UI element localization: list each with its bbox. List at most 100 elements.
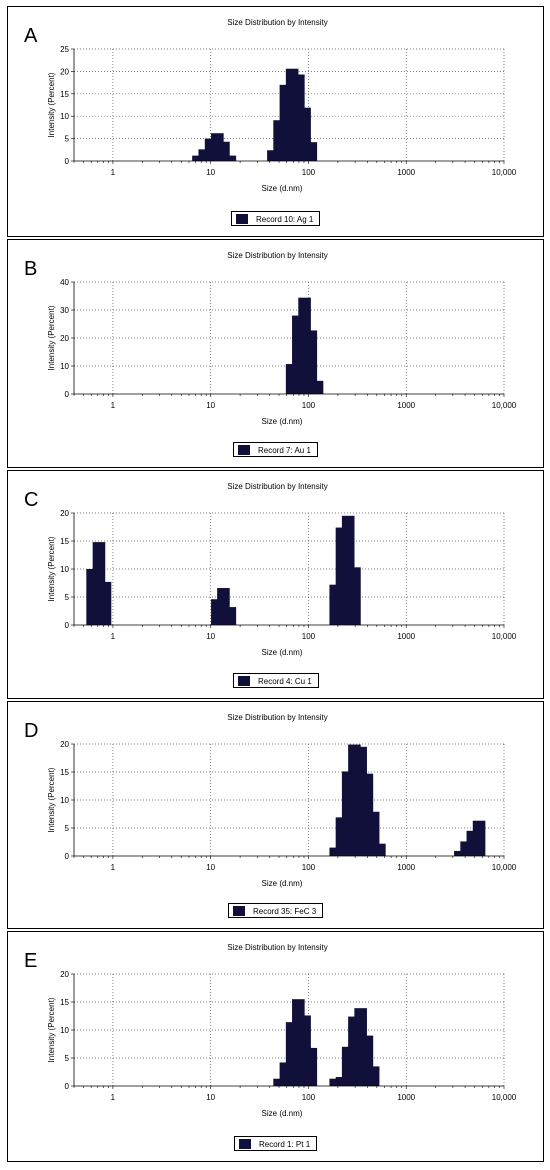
chart-title: Size Distribution by Intensity: [227, 713, 328, 722]
bar: [348, 567, 361, 625]
x-tick-label: 100: [302, 863, 316, 872]
x-tick-label: 1: [111, 632, 116, 641]
legend-swatch: [238, 444, 250, 455]
panel-label: E: [24, 950, 38, 972]
legend-swatch: [233, 905, 245, 916]
panel-label: D: [24, 720, 39, 742]
bar: [223, 607, 237, 625]
x-tick-label: 1000: [397, 863, 415, 872]
x-tick-label: 10,000: [492, 863, 517, 872]
chart-title: Size Distribution by Intensity: [227, 482, 328, 491]
chart-title: Size Distribution by Intensity: [227, 943, 328, 952]
y-tick-label: 20: [60, 970, 69, 979]
y-tick-label: 15: [60, 90, 69, 99]
legend: Record 35: FeC 3: [228, 903, 324, 918]
chart-panel-d: D Size Distribution by Intensity 0 5 10 15 20 1…: [7, 701, 544, 929]
y-tick-label: 0: [65, 390, 70, 399]
chart-panel-c: C Size Distribution by Intensity 0 5 10 15 20 1…: [7, 470, 544, 699]
x-tick-label: 10: [206, 168, 215, 177]
y-tick-label: 10: [60, 565, 69, 574]
chart-panel-b: B Size Distribution by Intensity 0 10 20 30 40…: [7, 239, 544, 468]
legend-label: Record 35: FeC 3: [253, 907, 317, 916]
y-tick-label: 20: [60, 509, 69, 518]
x-tick-label: 1000: [397, 632, 415, 641]
x-tick-label: 1000: [397, 168, 415, 177]
chart-svg: Size Distribution by Intensity 0 10 20 30 40 1…: [47, 251, 517, 426]
y-tick-label: 20: [60, 740, 69, 749]
y-tick-label: 0: [65, 157, 70, 166]
bar: [304, 1047, 318, 1086]
bar: [366, 1066, 380, 1086]
legend-label: Record 10: Ag 1: [256, 215, 314, 224]
bar: [472, 820, 486, 856]
x-tick-label: 10: [206, 863, 215, 872]
bar: [304, 330, 318, 394]
bar: [98, 581, 112, 625]
x-tick-label: 1000: [397, 1093, 415, 1102]
chart-svg: Size Distribution by Intensity 0 5 10 15 20 1 1…: [47, 713, 517, 888]
legend-label: Record 7: Au 1: [258, 446, 311, 455]
x-tick-label: 10: [206, 632, 215, 641]
y-tick-label: 10: [60, 1026, 69, 1035]
chart-title: Size Distribution by Intensity: [227, 251, 328, 260]
legend-swatch: [238, 675, 250, 686]
y-axis-label: Intensity (Percent): [47, 536, 56, 601]
x-tick-label: 1: [111, 168, 116, 177]
y-tick-label: 0: [65, 852, 70, 861]
chart-svg: Size Distribution by Intensity 0 5 10 15 20 1 1…: [47, 943, 517, 1118]
panel-label: B: [24, 258, 38, 280]
x-tick-label: 10,000: [492, 168, 517, 177]
x-tick-label: 1000: [397, 401, 415, 410]
bar: [310, 380, 324, 394]
y-tick-label: 15: [60, 768, 69, 777]
y-axis-label: Intensity (Percent): [47, 997, 56, 1062]
y-tick-label: 5: [65, 135, 70, 144]
y-tick-label: 10: [60, 796, 69, 805]
y-tick-label: 30: [60, 306, 69, 315]
x-tick-label: 100: [302, 168, 316, 177]
chart-panel-e: E Size Distribution by Intensity 0 5 10 15 20 1…: [7, 931, 544, 1162]
chart-panel-a: A Size Distribution by Intensity 0 5 10 15 20 2…: [7, 6, 544, 237]
x-axis-label: Size (d.nm): [262, 417, 303, 426]
y-tick-label: 10: [60, 362, 69, 371]
x-tick-label: 100: [302, 632, 316, 641]
chart-title: Size Distribution by Intensity: [227, 18, 328, 27]
x-tick-label: 10,000: [492, 401, 517, 410]
y-tick-label: 25: [60, 45, 69, 54]
legend-label: Record 1: Pt 1: [259, 1140, 311, 1149]
y-tick-label: 5: [65, 593, 70, 602]
chart-svg: Size Distribution by Intensity 0 5 10 15 20 1 1…: [47, 482, 517, 657]
x-axis-label: Size (d.nm): [262, 879, 303, 888]
x-tick-label: 10,000: [492, 632, 517, 641]
bar: [223, 155, 237, 161]
x-axis-label: Size (d.nm): [262, 1109, 303, 1118]
y-axis-label: Intensity (Percent): [47, 767, 56, 832]
y-tick-label: 20: [60, 67, 69, 76]
y-tick-label: 0: [65, 1082, 70, 1091]
legend: Record 1: Pt 1: [234, 1136, 318, 1151]
x-axis-label: Size (d.nm): [262, 648, 303, 657]
x-tick-label: 1: [111, 1093, 116, 1102]
y-tick-label: 5: [65, 824, 70, 833]
y-tick-label: 5: [65, 1054, 70, 1063]
legend-swatch: [239, 1138, 251, 1149]
y-tick-label: 15: [60, 537, 69, 546]
legend-label: Record 4: Cu 1: [258, 677, 312, 686]
y-tick-label: 15: [60, 998, 69, 1007]
y-tick-label: 20: [60, 334, 69, 343]
x-tick-label: 1: [111, 863, 116, 872]
panel-label: A: [24, 25, 38, 47]
bar: [198, 149, 212, 161]
bar: [373, 843, 386, 856]
y-tick-label: 40: [60, 278, 69, 287]
x-tick-label: 1: [111, 401, 116, 410]
x-tick-label: 10,000: [492, 1093, 517, 1102]
x-tick-label: 10: [206, 1093, 215, 1102]
y-axis-label: Intensity (Percent): [47, 305, 56, 370]
legend: Record 7: Au 1: [233, 442, 318, 457]
y-tick-label: 10: [60, 112, 69, 121]
legend-swatch: [236, 213, 248, 224]
legend: Record 4: Cu 1: [233, 673, 319, 688]
panel-label: C: [24, 489, 39, 511]
y-axis-label: Intensity (Percent): [47, 72, 56, 137]
